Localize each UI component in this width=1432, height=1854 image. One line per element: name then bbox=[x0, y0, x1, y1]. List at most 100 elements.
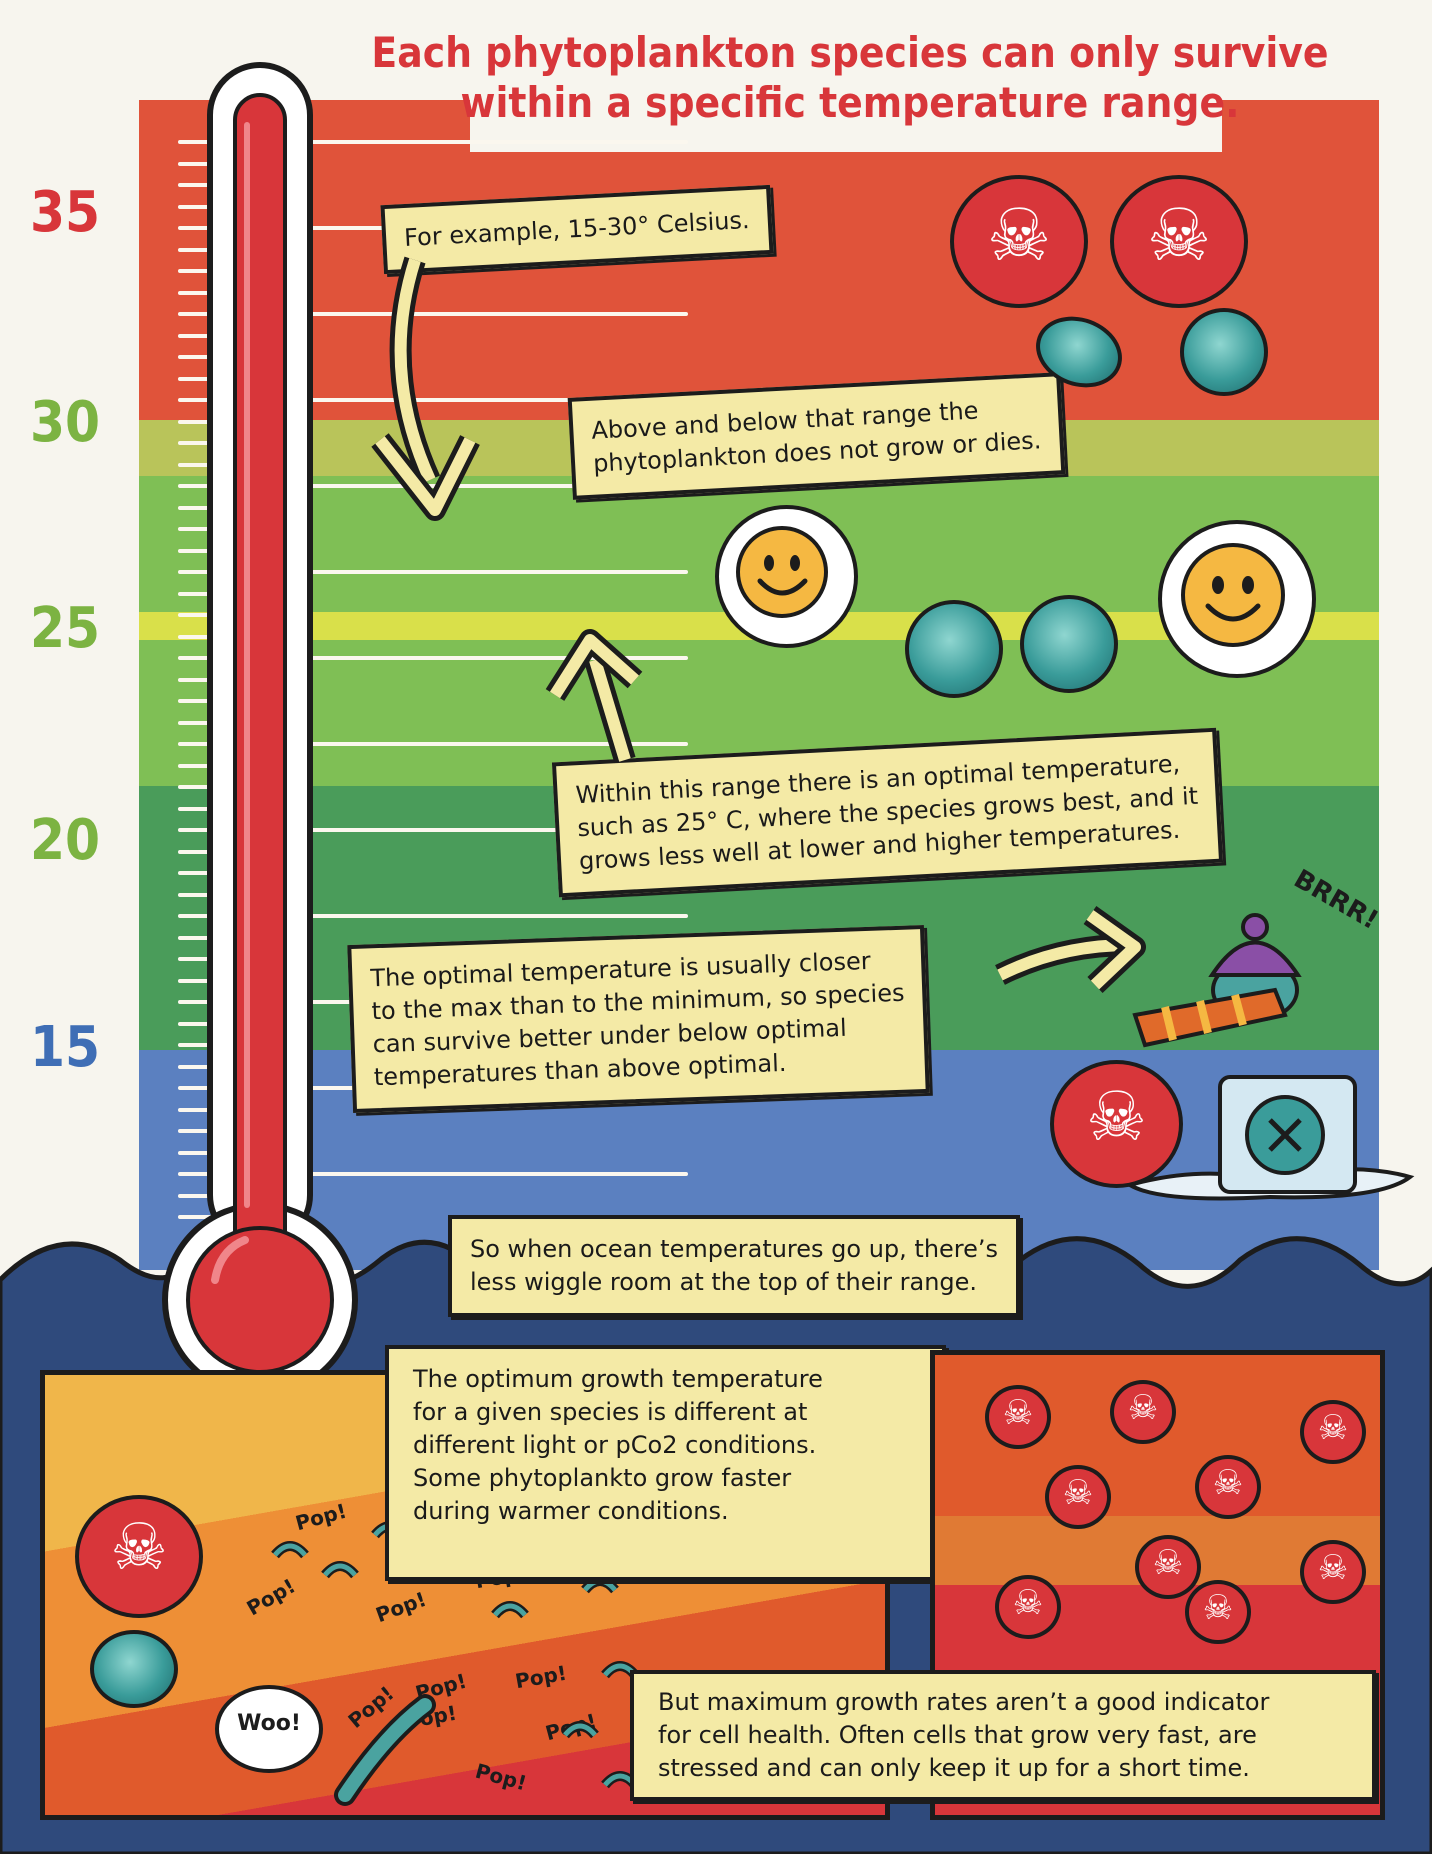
scale-tick bbox=[178, 527, 218, 531]
scale-tick bbox=[178, 828, 688, 832]
skull-icon: ☠ bbox=[986, 193, 1052, 277]
scale-tick bbox=[178, 1129, 218, 1133]
note-optimum-growth: The optimum growth temperature for a giv… bbox=[385, 1345, 946, 1581]
scale-tick bbox=[178, 398, 688, 402]
skull-bubble-pop: ☠ bbox=[75, 1495, 203, 1618]
skull-icon: ☠ bbox=[1012, 1583, 1044, 1623]
scale-tick bbox=[178, 505, 218, 510]
skull-icon: ☠ bbox=[1212, 1463, 1244, 1503]
scale-tick bbox=[178, 720, 218, 725]
skull-icon: ☠ bbox=[1086, 1078, 1147, 1157]
scale-tick bbox=[178, 1064, 218, 1069]
title-line-1: Each phytoplankton species can only surv… bbox=[371, 28, 1329, 77]
scale-tick bbox=[178, 742, 688, 746]
scale-tick bbox=[178, 656, 688, 660]
skull-bubble-small: ☠ bbox=[1195, 1455, 1261, 1519]
page-title: Each phytoplankton species can only surv… bbox=[300, 28, 1400, 128]
scale-tick bbox=[178, 1043, 218, 1047]
scale-tick bbox=[178, 204, 218, 209]
scale-tick bbox=[178, 849, 218, 854]
scarf-icon bbox=[1132, 987, 1288, 1048]
scale-label-20: 20 bbox=[30, 808, 101, 873]
scale-tick bbox=[178, 935, 218, 940]
scale-tick bbox=[178, 247, 218, 252]
scale-label-15: 15 bbox=[30, 1015, 101, 1080]
scale-tick bbox=[178, 1215, 218, 1219]
skull-icon: ☠ bbox=[1152, 1543, 1184, 1583]
arrow-down-icon bbox=[371, 256, 480, 521]
skull-icon: ☠ bbox=[1002, 1393, 1034, 1433]
scale-tick bbox=[178, 484, 688, 488]
skull-icon: ☠ bbox=[1062, 1473, 1094, 1513]
scale-tick bbox=[178, 806, 218, 811]
arrow-right-icon bbox=[995, 906, 1146, 993]
thermometer-icon bbox=[162, 62, 358, 1398]
note-optimum-line-1: The optimum growth temperature bbox=[413, 1365, 823, 1393]
scale-tick bbox=[178, 161, 218, 166]
scale-tick bbox=[178, 140, 688, 144]
scale-tick bbox=[178, 1193, 218, 1198]
woo-bubble: Woo! bbox=[215, 1685, 323, 1773]
skull-icon: ☠ bbox=[110, 1511, 168, 1585]
note-optimum-line-5: during warmer conditions. bbox=[413, 1497, 729, 1525]
scale-tick bbox=[178, 591, 218, 596]
note-optimum-line-4: Some phytoplankto grow faster bbox=[413, 1464, 792, 1492]
scale-tick bbox=[178, 290, 218, 295]
smiley-icon bbox=[1181, 543, 1285, 647]
scale-tick bbox=[178, 548, 218, 553]
smiley-bubble-right bbox=[1158, 520, 1316, 678]
phytoplankton-cell-icon bbox=[1180, 308, 1268, 396]
scale-tick bbox=[178, 871, 218, 875]
scale-tick bbox=[178, 613, 218, 617]
scale-tick bbox=[178, 763, 218, 768]
phytoplankton-cell-icon bbox=[1020, 595, 1118, 693]
scale-tick bbox=[178, 333, 218, 338]
skull-bubble-hot-1: ☠ bbox=[950, 175, 1088, 308]
skull-icon: ☠ bbox=[1202, 1588, 1234, 1628]
skull-icon: ☠ bbox=[1317, 1408, 1349, 1448]
scale-tick bbox=[178, 892, 218, 897]
note-wiggle-line-2: less wiggle room at the top of their ran… bbox=[470, 1268, 978, 1296]
scale-tick bbox=[178, 462, 218, 467]
phytoplankton-cell-icon bbox=[905, 600, 1003, 698]
scale-tick bbox=[178, 914, 688, 918]
arrow-up-icon bbox=[545, 629, 643, 764]
scale-label-30: 30 bbox=[30, 390, 101, 455]
scale-tick bbox=[178, 570, 688, 574]
skull-bubble-small: ☠ bbox=[985, 1385, 1051, 1449]
skull-bubble-small: ☠ bbox=[1135, 1535, 1201, 1599]
scale-tick bbox=[178, 1150, 218, 1155]
phytoplankton-cell-icon bbox=[90, 1630, 178, 1708]
skull-bubble-small: ☠ bbox=[1110, 1380, 1176, 1444]
skull-bubble-small: ☠ bbox=[1045, 1465, 1111, 1529]
scale-tick bbox=[178, 978, 218, 983]
note-max-growth: But maximum growth rates aren’t a good i… bbox=[630, 1670, 1376, 1801]
skull-icon: ☠ bbox=[1146, 193, 1212, 277]
note-optimum-line-2: for a given species is different at bbox=[413, 1398, 808, 1426]
skull-icon: ☠ bbox=[1317, 1548, 1349, 1588]
note-closer-max: The optimal temperature is usually close… bbox=[347, 924, 930, 1114]
skull-bubble-small: ☠ bbox=[1300, 1540, 1366, 1604]
note-max-growth-line-1: But maximum growth rates aren’t a good i… bbox=[658, 1688, 1270, 1716]
scale-label-25: 25 bbox=[30, 596, 101, 661]
scale-tick bbox=[178, 1172, 688, 1176]
scale-tick bbox=[178, 269, 218, 273]
skull-icon: ☠ bbox=[1127, 1388, 1159, 1428]
note-max-growth-line-2: for cell health. Often cells that grow v… bbox=[658, 1721, 1257, 1749]
smiley-icon bbox=[736, 526, 828, 618]
skull-bubble-small: ☠ bbox=[995, 1575, 1061, 1639]
scale-tick bbox=[178, 699, 218, 703]
scale-tick bbox=[178, 419, 218, 424]
scale-tick bbox=[178, 1107, 218, 1112]
skull-bubble-hot-2: ☠ bbox=[1110, 175, 1248, 308]
note-optimum-line-3: different light or pCo2 conditions. bbox=[413, 1431, 817, 1459]
scale-tick bbox=[178, 957, 218, 961]
scale-label-35: 35 bbox=[30, 180, 101, 245]
woo-label: Woo! bbox=[237, 1711, 301, 1736]
scale-tick bbox=[178, 376, 218, 381]
note-example-text: For example, 15-30° Celsius. bbox=[403, 205, 751, 253]
scale-tick bbox=[178, 1021, 218, 1026]
ice-cube-icon bbox=[1125, 1075, 1415, 1201]
scale-tick bbox=[178, 312, 688, 316]
note-max-growth-line-3: stressed and can only keep it up for a s… bbox=[658, 1754, 1250, 1782]
